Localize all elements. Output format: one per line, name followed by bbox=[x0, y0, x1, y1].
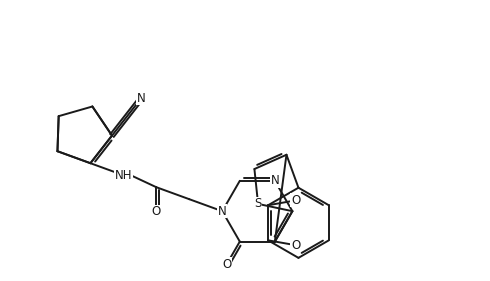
Text: O: O bbox=[222, 258, 231, 271]
Text: O: O bbox=[291, 239, 300, 252]
Text: N: N bbox=[218, 205, 226, 218]
Text: N: N bbox=[218, 205, 226, 218]
Text: N: N bbox=[270, 174, 279, 187]
Text: S: S bbox=[254, 198, 262, 210]
Text: O: O bbox=[291, 194, 300, 207]
Text: N: N bbox=[137, 92, 146, 105]
Text: O: O bbox=[152, 205, 161, 218]
Text: NH: NH bbox=[115, 169, 132, 182]
